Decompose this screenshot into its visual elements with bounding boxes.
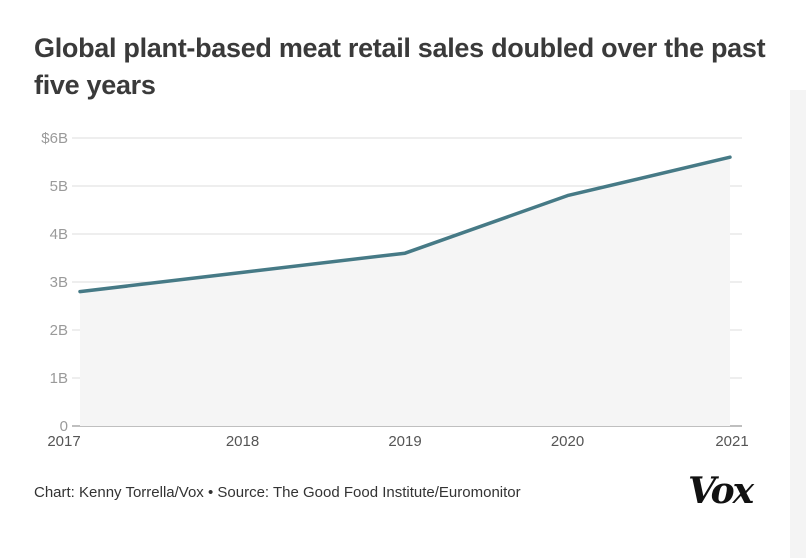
- series-line: [78, 155, 732, 294]
- y-tick-label: 1B: [50, 370, 68, 387]
- y-tick-label: 2B: [50, 322, 68, 339]
- source-credit: Chart: Kenny Torrella/Vox • Source: The …: [34, 484, 521, 501]
- x-tick-label: 2021: [715, 433, 748, 450]
- y-tick-label: $6B: [41, 130, 68, 147]
- chart-title: Global plant-based meat retail sales dou…: [34, 33, 766, 100]
- y-axis-ticks: 0 1B 2B 3B 4B 5B $6B: [41, 130, 68, 435]
- x-axis-ticks: 2017 2018 2019 2020 2021: [47, 433, 748, 450]
- x-tick-label: 2020: [551, 433, 584, 450]
- line-chart: 0 1B 2B 3B 4B 5B $6B 2017 2018 2019 2020 2021: [41, 130, 748, 450]
- y-tick-label: 5B: [50, 178, 68, 195]
- area-fill: [80, 157, 730, 426]
- vox-logo: Vox: [688, 470, 754, 512]
- background-strip: [790, 90, 806, 558]
- y-tick-label: 0: [60, 418, 68, 435]
- x-tick-label: 2017: [47, 433, 80, 450]
- y-tick-label: 3B: [50, 274, 68, 291]
- y-tick-label: 4B: [50, 226, 68, 243]
- x-tick-label: 2018: [226, 433, 259, 450]
- x-tick-label: 2019: [388, 433, 421, 450]
